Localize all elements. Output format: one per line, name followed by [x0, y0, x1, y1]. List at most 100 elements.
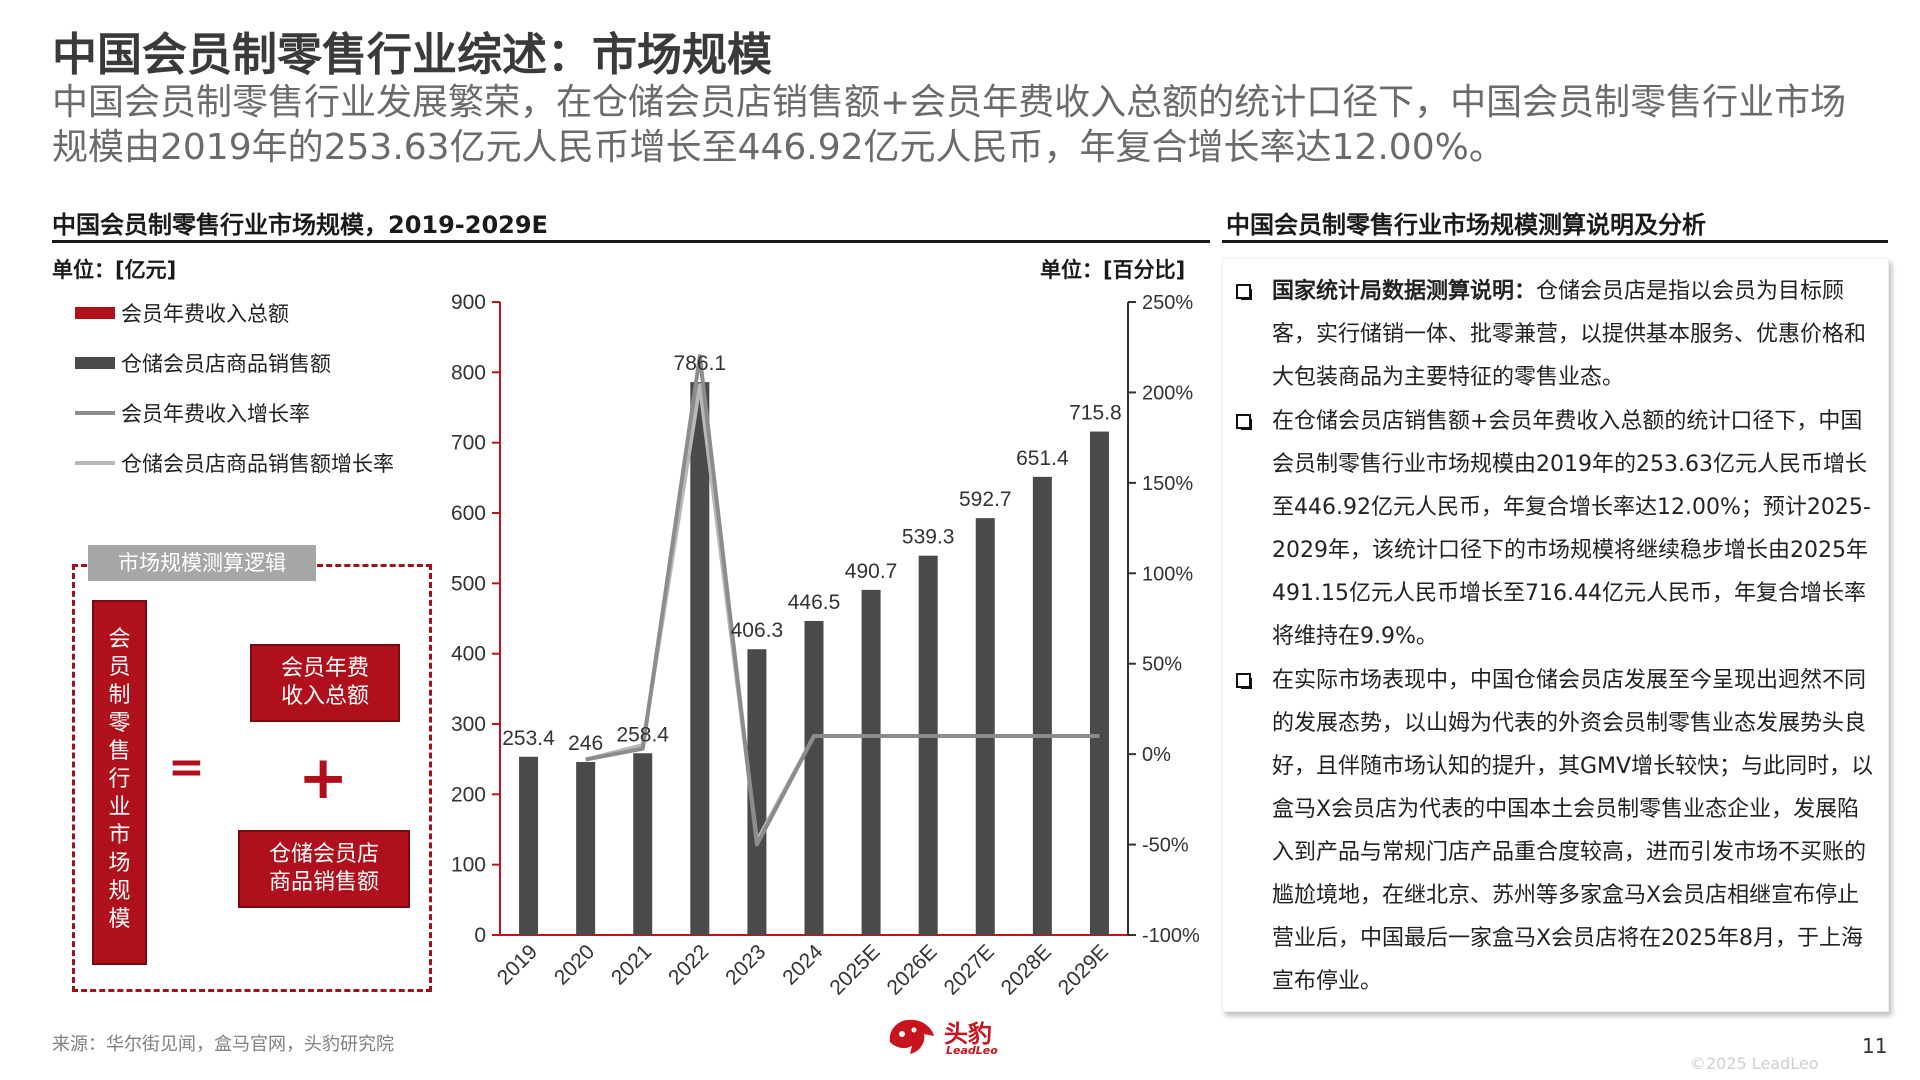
chart-section-rule: [52, 240, 1210, 243]
x-tick-label: 2021: [607, 940, 656, 989]
legend-label-fee-growth: 会员年费收入增长率: [121, 402, 310, 426]
y2-tick-label: 50%: [1142, 654, 1182, 676]
logo-wordmark: 头豹: [944, 1020, 992, 1048]
y-ticks-right: -100% -50% 0% 50% 100% 150% 200% 250%: [1128, 292, 1200, 947]
bar-sales-2025E: [861, 589, 881, 935]
bar-sales-2019: [519, 756, 539, 935]
data-label-2028E: 651.4: [1016, 447, 1069, 470]
x-ticks: 2019 2020 2021 2022 2023 20242025E2026E2027E2…: [493, 940, 1113, 999]
bar-sales-2021: [633, 753, 653, 935]
bar-sales-2026E: [918, 555, 938, 935]
x-tick-label: 2027E: [940, 940, 999, 999]
note-1-text: 仓储会员店是指以会员为目标顾客，实行储销一体、批零兼营，以提供基本服务、优惠价格…: [1272, 279, 1867, 390]
x-tick-label: 2024: [778, 940, 828, 990]
note-1-lead: 国家统计局数据测算说明：: [1272, 279, 1537, 304]
chart-legend: 会员年费收入总额 仓储会员店商品销售额 会员年费收入增长率 仓储会员店商品销售额…: [75, 298, 394, 478]
leopard-logo-icon: [889, 1019, 934, 1054]
logic-market-size-box: 会员制零售行业市场规模: [92, 600, 147, 965]
bar-sales-2029E: [1089, 431, 1109, 935]
data-label-2029E: 715.8: [1069, 402, 1122, 425]
y-tick-label: 800: [451, 361, 486, 384]
legend-swatch-fee-growth: [75, 411, 115, 415]
logic-market-size-label: 会员制零售行业市场规模: [108, 627, 131, 932]
x-tick-label: 2026E: [883, 940, 942, 999]
x-tick-label: 2028E: [997, 940, 1056, 999]
notes-section-rule: [1222, 240, 1888, 243]
bar-sales-2023: [747, 649, 767, 935]
unit-right-label: 单位：[百分比]: [1040, 258, 1186, 282]
y-tick-label: 300: [451, 713, 486, 736]
legend-swatch-sales: [75, 357, 115, 369]
bar-sales-2022: [690, 382, 710, 935]
data-label-2026E: 539.3: [902, 526, 955, 549]
logic-equals-sign: =: [168, 742, 205, 793]
y-tick-label: 0: [474, 924, 486, 947]
legend-item-sales: 仓储会员店商品销售额: [75, 348, 394, 378]
data-label-2022: 786.1: [674, 352, 727, 375]
bar-sales-2027E: [975, 518, 995, 935]
y-tick-label: 700: [451, 432, 486, 455]
source-note: 来源：华尔街见闻，盒马官网，头豹研究院: [52, 1034, 394, 1055]
sales-bars: [519, 382, 1109, 935]
legend-label-sales: 仓储会员店商品销售额: [121, 352, 331, 376]
market-size-chart: 0 100 200 300 400 500 600 700 800 900 -100% -50% 0%…: [451, 291, 1200, 999]
y2-tick-label: -50%: [1142, 835, 1189, 857]
logic-plus-sign: +: [298, 743, 349, 813]
y2-tick-label: 100%: [1142, 563, 1193, 585]
chart-section-title: 中国会员制零售行业市场规模，2019-2029E: [52, 211, 548, 239]
logic-sales-label: 仓储会员店商品销售额: [268, 842, 379, 895]
x-tick-label: 2019: [493, 940, 542, 989]
data-label-2027E: 592.7: [959, 488, 1012, 511]
checkbox-bullet-icon: [1236, 414, 1252, 430]
checkbox-bullet-icon: [1236, 284, 1252, 300]
x-tick-label: 2020: [550, 940, 599, 989]
legend-item-fee-growth: 会员年费收入增长率: [75, 398, 394, 428]
x-tick-label: 2023: [721, 940, 770, 989]
data-label-2023: 406.3: [731, 619, 784, 642]
x-tick-label: 2029E: [1054, 940, 1113, 999]
note-2: 在仓储会员店销售额+会员年费收入总额的统计口径下，中国会员制零售行业市场规模由2…: [1236, 400, 1876, 658]
checkbox-bullet-icon: [1236, 673, 1252, 689]
data-label-2025E: 490.7: [845, 560, 898, 583]
notes-section-title: 中国会员制零售行业市场规模测算说明及分析: [1226, 211, 1706, 239]
x-tick-label: 2022: [664, 940, 713, 989]
logic-title: 市场规模测算逻辑: [88, 545, 316, 581]
data-label-2020: 246: [568, 732, 603, 755]
line-fee-growth: [585, 354, 1100, 847]
note-2-text: 在仓储会员店销售额+会员年费收入总额的统计口径下，中国会员制零售行业市场规模由2…: [1272, 409, 1871, 649]
bar-sales-2024: [804, 620, 824, 935]
notes-panel: [1222, 258, 1889, 1012]
logo-subtext: LeadLeo: [946, 1044, 998, 1057]
data-label-2024: 446.5: [788, 591, 841, 614]
bar-sales-2028E: [1032, 476, 1052, 935]
y-tick-label: 400: [451, 643, 486, 666]
y2-tick-label: 200%: [1142, 382, 1193, 404]
legend-label-fee: 会员年费收入总额: [121, 302, 289, 326]
y-ticks-left: 0 100 200 300 400 500 600 700 800 900: [451, 291, 500, 947]
y-tick-label: 600: [451, 502, 486, 525]
y2-tick-label: -100%: [1142, 925, 1200, 947]
y2-tick-label: 150%: [1142, 473, 1193, 495]
page-title: 中国会员制零售行业综述：市场规模: [52, 28, 773, 81]
copyright-watermark: ©2025 LeadLeo: [1690, 1054, 1819, 1073]
note-3: 在实际市场表现中，中国仓储会员店发展至今呈现出迥然不同的发展态势，以山姆为代表的…: [1236, 659, 1876, 1003]
unit-left-label: 单位：[亿元]: [52, 258, 177, 282]
page-number: 11: [1862, 1034, 1888, 1058]
y-tick-label: 900: [451, 291, 486, 314]
data-labels: 253.4 246 258.4 786.1 406.3446.5490.7539.359…: [502, 352, 1121, 755]
logic-fee-box: 会员年费收入总额: [250, 644, 400, 722]
logic-sales-box: 仓储会员店商品销售额: [238, 830, 410, 908]
logic-fee-label: 会员年费收入总额: [280, 656, 369, 709]
page-subtitle: 中国会员制零售行业发展繁荣，在仓储会员店销售额+会员年费收入总额的统计口径下，中…: [52, 82, 1847, 168]
x-tick-label: 2025E: [825, 940, 884, 999]
legend-item-sales-growth: 仓储会员店商品销售额增长率: [75, 448, 394, 478]
bar-sales-2020: [576, 761, 596, 935]
y2-tick-label: 0%: [1142, 744, 1171, 766]
y2-tick-label: 250%: [1142, 292, 1193, 314]
y-tick-label: 100: [451, 854, 486, 877]
data-label-2021: 258.4: [616, 723, 669, 746]
y-tick-label: 500: [451, 572, 486, 595]
growth-lines: [585, 354, 1100, 847]
legend-label-sales-growth: 仓储会员店商品销售额增长率: [121, 452, 394, 476]
legend-swatch-fee: [75, 307, 115, 319]
